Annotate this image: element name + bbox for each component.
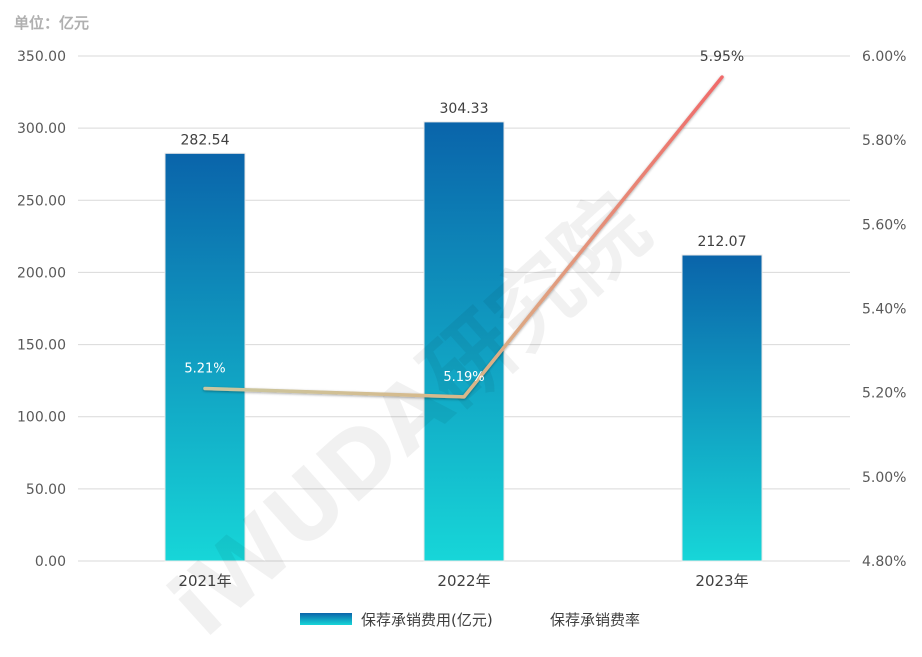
category-label: 2021年 (178, 572, 231, 590)
unit-label: 单位：亿元 (14, 14, 89, 32)
legend-label-bar: 保荐承销费用(亿元) (361, 611, 493, 629)
category-axis: 2021年 2022年 2023年 (178, 572, 748, 590)
right-axis: 4.80% 5.00% 5.20% 5.40% 5.60% 5.80% 6.00% (862, 49, 906, 570)
line-series (203, 75, 724, 399)
left-tick-label: 150.00 (17, 338, 66, 354)
left-tick-label: 250.00 (17, 193, 66, 209)
right-tick-label: 5.20% (862, 386, 906, 402)
rate-value-label: 5.19% (443, 370, 484, 385)
line-data-labels: 5.21% 5.19% 5.95% (184, 49, 744, 385)
left-tick-label: 0.00 (35, 554, 66, 570)
left-tick-label: 100.00 (17, 410, 66, 426)
bar-data-labels: 282.54 304.33 212.07 (181, 101, 747, 250)
bar (164, 152, 246, 562)
right-tick-label: 6.00% (862, 49, 906, 65)
right-tick-label: 5.00% (862, 470, 906, 486)
left-tick-label: 300.00 (17, 121, 66, 137)
right-tick-label: 5.60% (862, 217, 906, 233)
bar-value-label: 282.54 (181, 132, 230, 148)
category-label: 2022年 (437, 572, 490, 590)
rate-value-label: 5.95% (700, 49, 744, 65)
legend: 保荐承销费用(亿元) 保荐承销费率 (300, 611, 640, 629)
rate-line (203, 75, 724, 399)
left-axis: 0.00 50.00 100.00 150.00 200.00 250.00 300.00 3… (17, 49, 66, 570)
left-tick-label: 200.00 (17, 265, 66, 281)
left-tick-label: 50.00 (26, 482, 66, 498)
legend-label-line: 保荐承销费率 (550, 611, 640, 629)
category-label: 2023年 (695, 572, 748, 590)
rate-value-label: 5.21% (184, 361, 225, 376)
bar-series (164, 121, 763, 562)
right-tick-label: 4.80% (862, 554, 906, 570)
bar (423, 121, 505, 562)
bar-value-label: 212.07 (698, 234, 747, 250)
bar-value-label: 304.33 (440, 101, 489, 117)
legend-swatch-bar (300, 613, 352, 625)
right-tick-label: 5.40% (862, 302, 906, 318)
right-tick-label: 5.80% (862, 133, 906, 149)
bar (681, 254, 763, 562)
left-tick-label: 350.00 (17, 49, 66, 65)
